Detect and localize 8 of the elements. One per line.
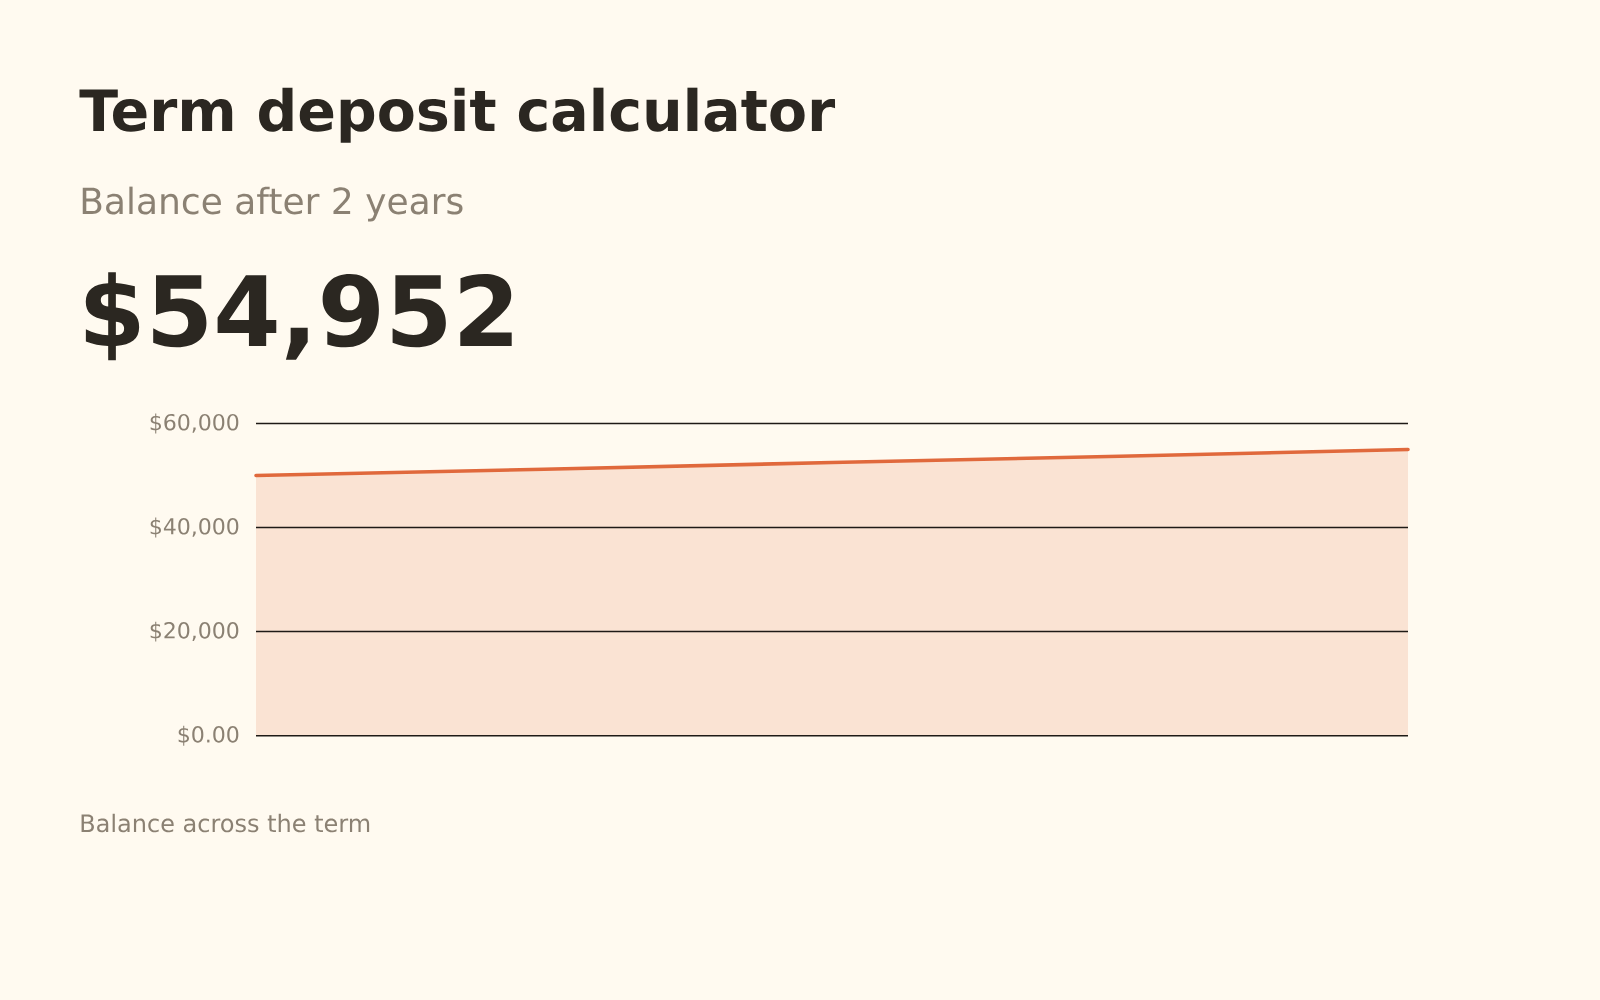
chart-title: Term deposit calculator (79, 87, 836, 143)
y-tick-label: $40,000 (150, 517, 239, 538)
chart-subtitle: Balance after 2 years (82, 186, 463, 222)
y-tick-label: $60,000 (150, 413, 239, 434)
y-tick-label: $0.00 (178, 725, 239, 746)
y-tick-label: $20,000 (150, 621, 239, 642)
text: Balance across the term (81, 813, 370, 833)
text: $54,952 (85, 272, 512, 361)
